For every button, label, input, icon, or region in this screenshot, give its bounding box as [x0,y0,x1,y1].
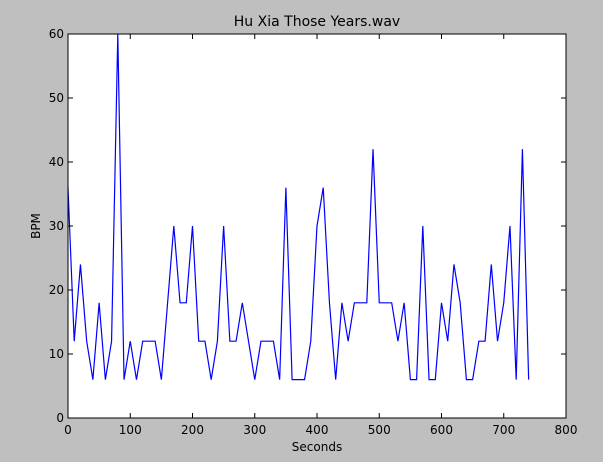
y-tick-label: 30 [49,219,64,233]
x-tick-label: 400 [306,423,329,437]
x-tick-label: 200 [181,423,204,437]
y-tick-label: 60 [49,27,64,41]
x-tick-label: 500 [368,423,391,437]
x-tick-label: 0 [64,423,72,437]
x-axis-label: Seconds [292,440,342,454]
series-line-0 [67,33,530,381]
x-tick-label: 800 [555,423,578,437]
x-tick-label: 600 [430,423,453,437]
y-tick-label: 0 [56,411,64,425]
chart-title: Hu Xia Those Years.wav [234,14,400,30]
y-axis-label: BPM [29,213,43,239]
x-tick-label: 700 [492,423,515,437]
x-tick-label: 100 [119,423,142,437]
y-tick-label: 50 [49,91,64,105]
y-tick-label: 10 [49,347,64,361]
x-tick-label: 300 [243,423,266,437]
y-tick-label: 20 [49,283,64,297]
y-tick-label: 40 [49,155,64,169]
